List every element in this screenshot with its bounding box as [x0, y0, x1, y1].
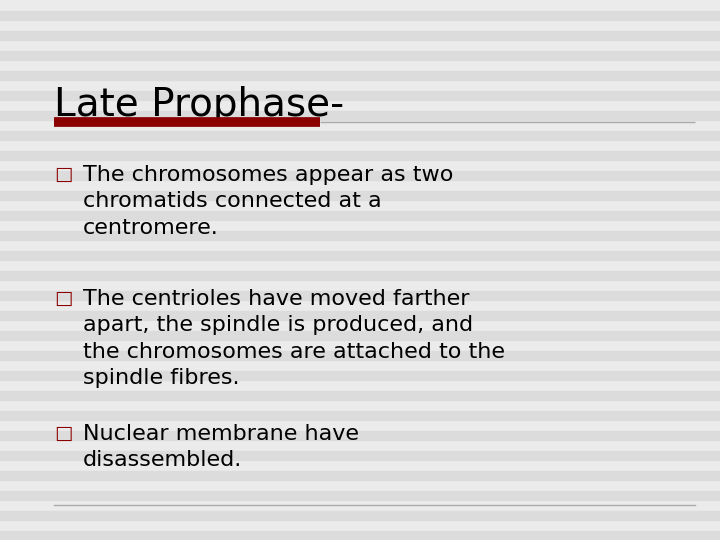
Bar — [0, 351, 720, 360]
Bar — [0, 531, 720, 540]
Bar — [0, 31, 720, 40]
Bar — [0, 411, 720, 420]
Bar — [0, 511, 720, 520]
Text: □: □ — [54, 289, 73, 308]
Bar — [0, 451, 720, 460]
Bar — [0, 371, 720, 380]
Text: □: □ — [54, 424, 73, 443]
Bar — [0, 491, 720, 500]
Text: Nuclear membrane have
disassembled.: Nuclear membrane have disassembled. — [83, 424, 359, 470]
Bar — [0, 51, 720, 60]
Text: The centrioles have moved farther
apart, the spindle is produced, and
the chromo: The centrioles have moved farther apart,… — [83, 289, 505, 388]
Bar — [0, 91, 720, 100]
Text: □: □ — [54, 165, 73, 184]
Bar — [0, 331, 720, 340]
Bar — [0, 211, 720, 220]
Bar — [0, 151, 720, 160]
Bar — [0, 391, 720, 400]
Bar — [0, 131, 720, 140]
Bar — [0, 71, 720, 80]
Text: Late Prophase-: Late Prophase- — [54, 86, 344, 124]
Text: The chromosomes appear as two
chromatids connected at a
centromere.: The chromosomes appear as two chromatids… — [83, 165, 453, 238]
Bar — [0, 291, 720, 300]
Bar — [0, 191, 720, 200]
Bar — [0, 111, 720, 120]
Bar — [0, 431, 720, 440]
Bar — [0, 471, 720, 480]
Bar — [0, 311, 720, 320]
Bar — [0, 171, 720, 180]
Bar — [0, 271, 720, 280]
Bar — [0, 11, 720, 20]
Bar — [0, 251, 720, 260]
Bar — [0, 231, 720, 240]
